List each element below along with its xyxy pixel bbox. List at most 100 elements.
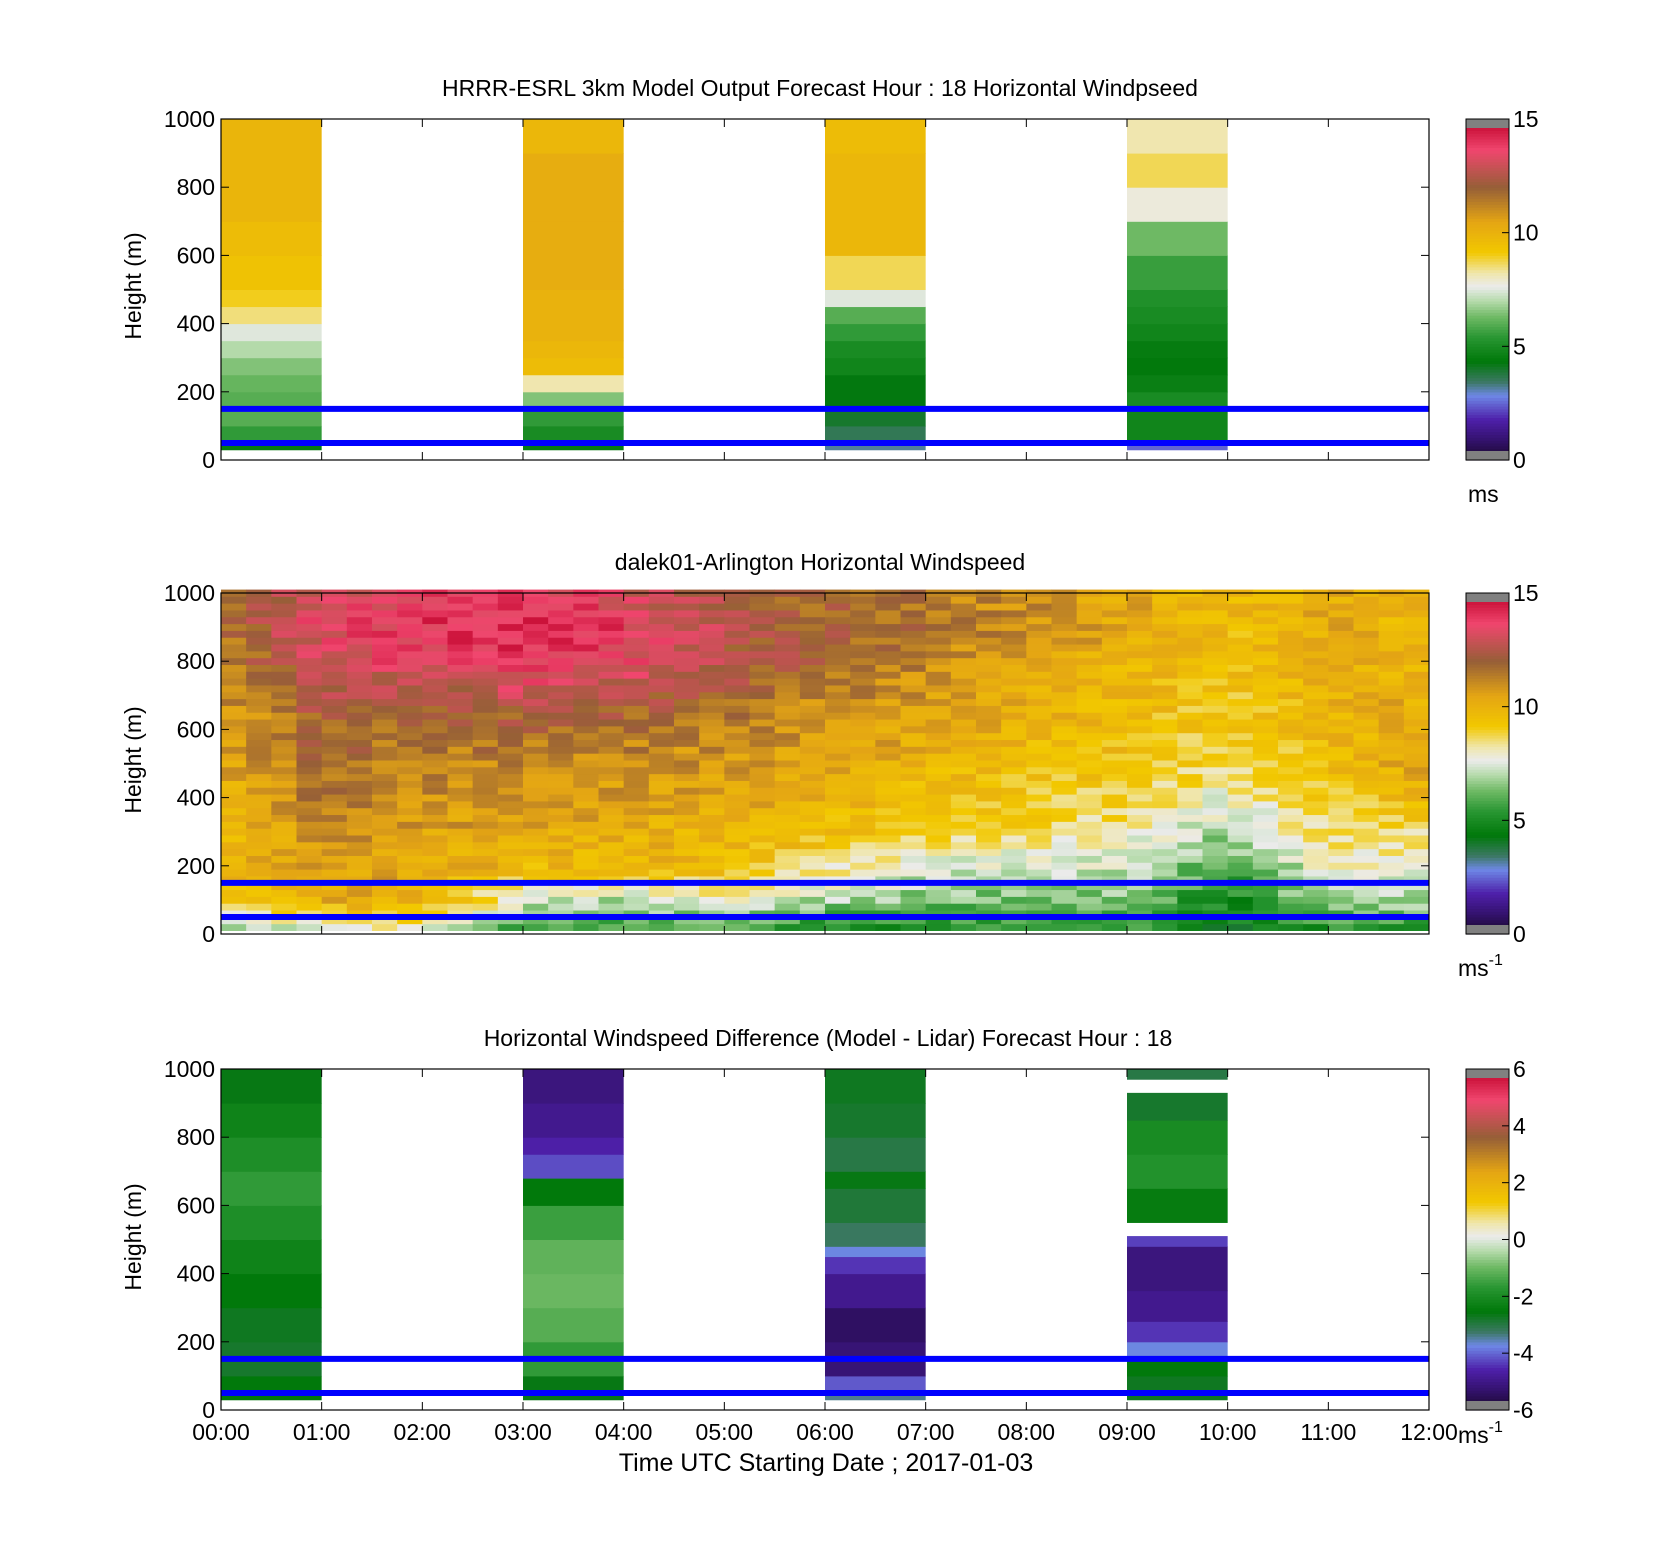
heatmap-cell: [1001, 910, 1027, 918]
heatmap-cell: [799, 691, 826, 700]
heatmap-cell: [1303, 889, 1329, 897]
x-tick-label: 10:00: [1199, 1419, 1257, 1445]
heatmap-cell: [976, 678, 1002, 686]
heatmap-cell: [749, 903, 776, 911]
heatmap-cell: [573, 828, 599, 836]
colorbar-segment: [1466, 837, 1509, 841]
heatmap-cell: [1353, 664, 1380, 672]
heatmap-cell: [1127, 1375, 1228, 1401]
heatmap-cell: [397, 705, 423, 713]
heatmap-cell: [1303, 841, 1329, 850]
heatmap-cell: [598, 889, 625, 897]
heatmap-cell: [976, 657, 1002, 666]
heatmap-cell: [246, 848, 272, 856]
colorbar-segment: [1466, 797, 1509, 802]
colorbar-segment: [1466, 1230, 1509, 1235]
heatmap-cell: [825, 1246, 926, 1258]
heatmap-cell: [523, 623, 549, 631]
heatmap-cell: [1127, 1069, 1228, 1080]
heatmap-cell: [372, 623, 398, 631]
heatmap-cell: [1076, 923, 1103, 931]
heatmap-cell: [1278, 801, 1304, 809]
colorbar-segment: [1466, 624, 1509, 628]
heatmap-cell: [321, 855, 348, 863]
colorbar-segment: [1466, 1310, 1509, 1314]
heatmap-cell: [850, 828, 876, 836]
heatmap-cell: [648, 889, 675, 897]
heatmap-cell: [321, 903, 348, 911]
heatmap-cell: [674, 712, 700, 720]
heatmap-cell: [447, 698, 474, 706]
heatmap-cell: [523, 1103, 624, 1138]
heatmap-cell: [1353, 596, 1380, 604]
heatmap-cell: [674, 848, 700, 856]
heatmap-cell: [472, 760, 499, 768]
heatmap-cell: [447, 766, 474, 775]
heatmap-cell: [497, 678, 524, 686]
heatmap-cell: [1026, 835, 1052, 843]
heatmap-cell: [321, 705, 348, 713]
heatmap-cell: [1403, 760, 1430, 768]
heatmap-cell: [321, 616, 348, 625]
heatmap-cell: [724, 746, 750, 754]
heatmap-cell: [1303, 698, 1329, 706]
heatmap-cell: [1403, 705, 1430, 713]
heatmap-cell: [321, 603, 348, 611]
heatmap-cell: [900, 603, 927, 611]
colorbar-segment: [1466, 703, 1509, 708]
heatmap-cell: [1051, 828, 1078, 836]
heatmap-cell: [1001, 869, 1027, 877]
heatmap-cell: [850, 739, 876, 747]
colorbar-segment: [1466, 1125, 1509, 1130]
heatmap-cell: [648, 923, 675, 931]
colorbar-segment: [1466, 354, 1509, 359]
heatmap-cell: [850, 896, 876, 904]
heatmap-cell: [346, 739, 373, 747]
heatmap-cell: [1202, 671, 1229, 679]
heatmap-cell: [900, 610, 927, 618]
heatmap-cell: [1001, 719, 1027, 727]
heatmap-cell: [976, 903, 1002, 911]
heatmap-cell: [749, 848, 776, 856]
colorbar-segment: [1466, 678, 1509, 682]
heatmap-cell: [1202, 719, 1229, 727]
heatmap-cell: [573, 814, 599, 822]
heatmap-cell: [623, 719, 650, 727]
heatmap-cell: [1127, 732, 1153, 741]
heatmap-cell: [1101, 746, 1128, 754]
heatmap-cell: [397, 780, 423, 788]
heatmap-cell: [321, 910, 348, 918]
heatmap-cell: [573, 610, 599, 618]
heatmap-cell: [1177, 610, 1203, 618]
heatmap-cell: [271, 821, 297, 829]
heatmap-cell: [1026, 876, 1052, 884]
heatmap-cell: [1076, 664, 1103, 672]
heatmap-cell: [1252, 780, 1279, 788]
heatmap-cell: [648, 807, 675, 816]
heatmap-cell: [422, 753, 448, 761]
heatmap-cell: [1227, 821, 1254, 829]
heatmap-cell: [548, 814, 574, 822]
heatmap-cell: [221, 616, 247, 625]
heatmap-cell: [523, 1178, 624, 1206]
heatmap-cell: [825, 691, 851, 700]
heatmap-cell: [598, 835, 625, 843]
colorbar-segment: [1466, 428, 1509, 433]
colorbar-segment: [1466, 1100, 1509, 1104]
y-tick-label: 800: [177, 174, 215, 200]
heatmap-cell: [875, 760, 901, 768]
heatmap-cell: [598, 698, 625, 706]
heatmap-cell: [623, 678, 650, 686]
heatmap-cell: [900, 876, 927, 884]
heatmap-cell: [875, 732, 901, 741]
heatmap-cell: [674, 876, 700, 884]
heatmap-cell: [422, 739, 448, 747]
heatmap-cell: [1051, 807, 1078, 816]
colorbar-segment: [1466, 280, 1509, 285]
heatmap-cell: [472, 821, 499, 829]
heatmap-cell: [850, 630, 876, 638]
heatmap-cell: [1278, 766, 1304, 775]
colorbar-segment: [1466, 1194, 1509, 1198]
heatmap-cell: [648, 848, 675, 856]
